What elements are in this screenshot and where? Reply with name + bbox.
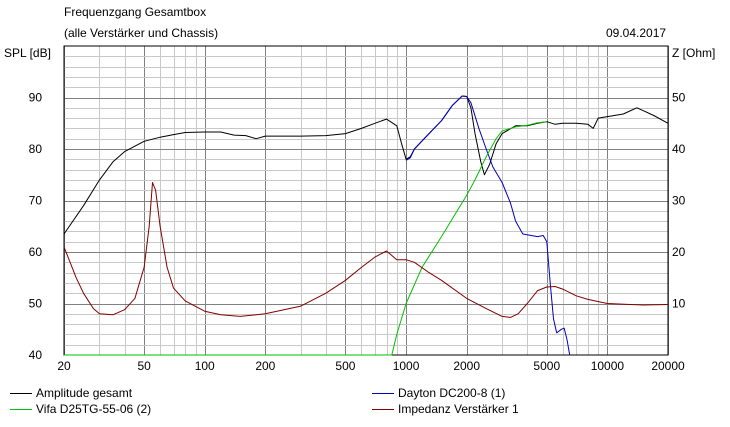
legend-label-vifa: Vifa D25TG-55-06 (2)	[36, 402, 152, 416]
x-tick-label: 10000	[591, 359, 625, 373]
legend-swatch-amplitude-gesamt	[10, 393, 32, 394]
legend-swatch-vifa	[10, 409, 32, 410]
legend-swatch-dayton	[372, 393, 394, 394]
series-line-vifa	[64, 121, 547, 356]
x-tick-label: 5000	[533, 359, 560, 373]
legend-label-dayton: Dayton DC200-8 (1)	[398, 386, 506, 400]
chart-title: Frequenzgang Gesamtbox	[64, 5, 207, 19]
series-line-amplitude-gesamt	[63, 95, 669, 235]
y-right-tick-label: 10	[672, 297, 686, 311]
y-right-tick-label: 40	[672, 142, 686, 156]
legend-swatch-impedanz	[372, 409, 394, 410]
legend-label-amplitude-gesamt: Amplitude gesamt	[36, 386, 133, 400]
y-right-tick-label: 30	[672, 194, 686, 208]
chart-subtitle: (alle Verstärker und Chassis)	[64, 26, 219, 40]
y-left-tick-label: 90	[29, 91, 43, 105]
x-tick-label: 20000	[651, 359, 685, 373]
y-axis-right-label: Z [Ohm]	[672, 46, 716, 60]
y-left-tick-label: 70	[29, 194, 43, 208]
x-tick-label: 20	[57, 359, 71, 373]
x-tick-label: 1000	[393, 359, 420, 373]
series-line-dayton	[405, 95, 571, 356]
chart-date: 09.04.2017	[606, 26, 667, 40]
y-left-tick-label: 80	[29, 142, 43, 156]
y-left-tick-label: 40	[29, 348, 43, 362]
y-right-tick-label: 20	[672, 245, 686, 259]
series-line-impedanz	[63, 182, 669, 318]
y-left-tick-label: 50	[29, 297, 43, 311]
chart-grid	[64, 46, 669, 355]
x-tick-label: 50	[137, 359, 151, 373]
legend-label-impedanz: Impedanz Verstärker 1	[398, 402, 519, 416]
plot-frame	[63, 45, 669, 356]
x-tick-label: 100	[195, 359, 215, 373]
y-left-tick-label: 60	[29, 245, 43, 259]
x-tick-label: 500	[335, 359, 355, 373]
x-tick-label: 2000	[453, 359, 480, 373]
y-right-tick-label: 50	[672, 91, 686, 105]
y-axis-left-label: SPL [dB]	[4, 46, 51, 60]
x-tick-label: 200	[255, 359, 275, 373]
